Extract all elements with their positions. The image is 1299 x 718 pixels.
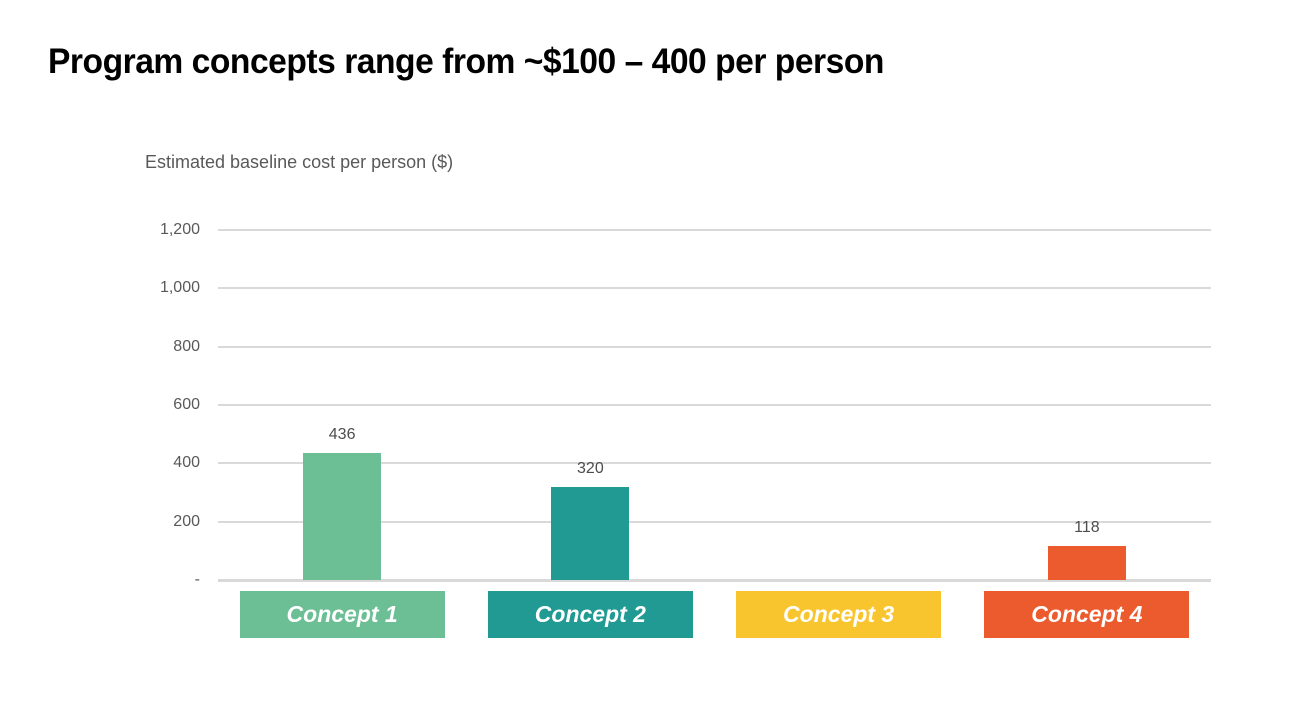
y-axis-title: Estimated baseline cost per person ($) — [145, 152, 454, 172]
y-tick-label: 800 — [173, 337, 200, 355]
category-chip-concept-1: Concept 1 — [239, 591, 445, 638]
gridline — [218, 229, 1211, 231]
x-axis-line — [218, 578, 1211, 582]
gridline — [218, 345, 1211, 348]
category-chip-concept-2: Concept 2 — [487, 591, 693, 638]
bar-value-label: 118 — [1074, 518, 1100, 536]
y-tick-label: - — [194, 571, 200, 588]
bar-concept-4 — [1047, 545, 1126, 580]
bar-concept-2 — [551, 486, 630, 580]
y-tick-label: 600 — [173, 396, 200, 413]
y-tick-label: 400 — [173, 454, 200, 472]
gridline — [218, 520, 1211, 523]
bar-concept-1 — [303, 452, 382, 580]
y-tick-label: 1,200 — [159, 221, 200, 238]
y-tick-label: 200 — [173, 512, 200, 530]
category-chip-concept-3: Concept 3 — [736, 591, 942, 638]
category-chip-concept-4: Concept 4 — [984, 591, 1190, 638]
bar-value-label: 436 — [328, 425, 356, 443]
page-title: Program concepts range from ~$100 – 400 … — [48, 42, 884, 81]
bar-value-label: 320 — [577, 459, 604, 477]
gridline — [218, 287, 1211, 290]
gridline — [218, 404, 1211, 406]
y-tick-label: 1,000 — [159, 279, 200, 297]
gridline — [218, 462, 1211, 465]
